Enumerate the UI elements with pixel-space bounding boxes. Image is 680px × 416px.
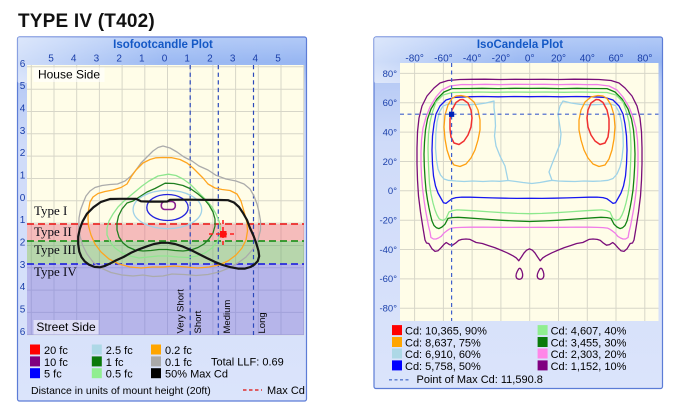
- svg-text:House Side: House Side: [38, 68, 100, 82]
- svg-text:4: 4: [71, 53, 77, 64]
- svg-text:0: 0: [162, 53, 168, 64]
- svg-text:5 fc: 5 fc: [44, 369, 62, 381]
- svg-text:Cd: 1,152, 10%: Cd: 1,152, 10%: [551, 361, 627, 373]
- svg-text:Type II: Type II: [34, 224, 72, 239]
- svg-text:20°: 20°: [383, 157, 398, 168]
- svg-text:1: 1: [184, 53, 190, 64]
- svg-text:3: 3: [230, 53, 236, 64]
- svg-text:0: 0: [20, 193, 26, 204]
- svg-text:3: 3: [20, 260, 26, 271]
- svg-text:-80°: -80°: [405, 53, 423, 64]
- svg-text:0°: 0°: [525, 53, 535, 64]
- svg-text:1: 1: [20, 171, 26, 182]
- svg-text:80°: 80°: [637, 53, 652, 64]
- svg-text:2: 2: [20, 238, 26, 249]
- svg-text:3: 3: [94, 53, 100, 64]
- svg-text:50% Max Cd: 50% Max Cd: [165, 369, 228, 381]
- svg-text:Point of Max Cd: 11,590.8: Point of Max Cd: 11,590.8: [417, 374, 543, 386]
- svg-text:Short: Short: [193, 310, 204, 333]
- svg-text:-60°: -60°: [434, 53, 452, 64]
- svg-text:Cd: 6,910, 60%: Cd: 6,910, 60%: [405, 349, 481, 361]
- svg-text:Distance in units of mount hei: Distance in units of mount height (20ft): [31, 385, 211, 397]
- svg-text:5: 5: [275, 53, 281, 64]
- svg-text:1 fc: 1 fc: [106, 357, 124, 369]
- svg-text:10 fc: 10 fc: [44, 357, 68, 369]
- svg-text:-40°: -40°: [463, 53, 481, 64]
- svg-text:2: 2: [207, 53, 213, 64]
- svg-text:-20°: -20°: [379, 216, 397, 227]
- svg-text:20°: 20°: [551, 53, 566, 64]
- svg-text:6: 6: [20, 327, 26, 338]
- svg-text:60°: 60°: [383, 98, 398, 109]
- svg-text:Cd: 8,637, 75%: Cd: 8,637, 75%: [405, 338, 481, 350]
- svg-text:4: 4: [20, 282, 26, 293]
- svg-text:2: 2: [116, 53, 122, 64]
- svg-text:0.1 fc: 0.1 fc: [165, 357, 192, 369]
- svg-text:1: 1: [139, 53, 145, 64]
- svg-text:TYPE IV (T402): TYPE IV (T402): [18, 11, 155, 32]
- svg-text:Cd: 3,455, 30%: Cd: 3,455, 30%: [551, 338, 627, 350]
- svg-text:0.2 fc: 0.2 fc: [165, 345, 192, 357]
- svg-text:Cd: 10,365, 90%: Cd: 10,365, 90%: [405, 326, 487, 338]
- svg-text:-40°: -40°: [379, 245, 397, 256]
- svg-text:6: 6: [20, 59, 26, 70]
- svg-text:Total LLF: 0.69: Total LLF: 0.69: [211, 357, 284, 369]
- svg-text:Type III: Type III: [34, 242, 76, 257]
- svg-text:40°: 40°: [580, 53, 595, 64]
- svg-text:Cd: 5,758, 50%: Cd: 5,758, 50%: [405, 361, 481, 373]
- svg-text:60°: 60°: [608, 53, 623, 64]
- svg-text:3: 3: [20, 126, 26, 137]
- svg-text:-20°: -20°: [492, 53, 510, 64]
- svg-text:4: 4: [253, 53, 259, 64]
- svg-text:Cd: 4,607, 40%: Cd: 4,607, 40%: [551, 326, 627, 338]
- svg-text:Max Cd: Max Cd: [267, 385, 305, 397]
- svg-text:Long: Long: [257, 312, 268, 333]
- svg-text:1: 1: [20, 215, 26, 226]
- svg-text:4: 4: [20, 104, 26, 115]
- svg-text:80°: 80°: [383, 69, 398, 80]
- svg-text:Type IV: Type IV: [34, 264, 77, 279]
- svg-text:5: 5: [20, 304, 26, 315]
- svg-text:5: 5: [20, 81, 26, 92]
- svg-text:Medium: Medium: [222, 300, 233, 334]
- svg-text:0.5 fc: 0.5 fc: [106, 369, 133, 381]
- svg-text:2: 2: [20, 148, 26, 159]
- svg-text:Street Side: Street Side: [36, 320, 96, 334]
- svg-text:2.5 fc: 2.5 fc: [106, 345, 133, 357]
- svg-text:Isofootcandle Plot: Isofootcandle Plot: [113, 39, 213, 51]
- svg-text:5: 5: [48, 53, 54, 64]
- svg-text:40°: 40°: [383, 128, 398, 139]
- svg-text:0°: 0°: [388, 186, 397, 197]
- svg-text:-80°: -80°: [379, 304, 397, 315]
- svg-text:Type I: Type I: [34, 203, 67, 218]
- svg-text:20 fc: 20 fc: [44, 345, 68, 357]
- svg-text:-60°: -60°: [379, 274, 397, 285]
- svg-text:Cd: 2,303, 20%: Cd: 2,303, 20%: [551, 349, 627, 361]
- svg-text:IsoCandela Plot: IsoCandela Plot: [477, 39, 563, 51]
- svg-text:Very Short: Very Short: [175, 289, 186, 334]
